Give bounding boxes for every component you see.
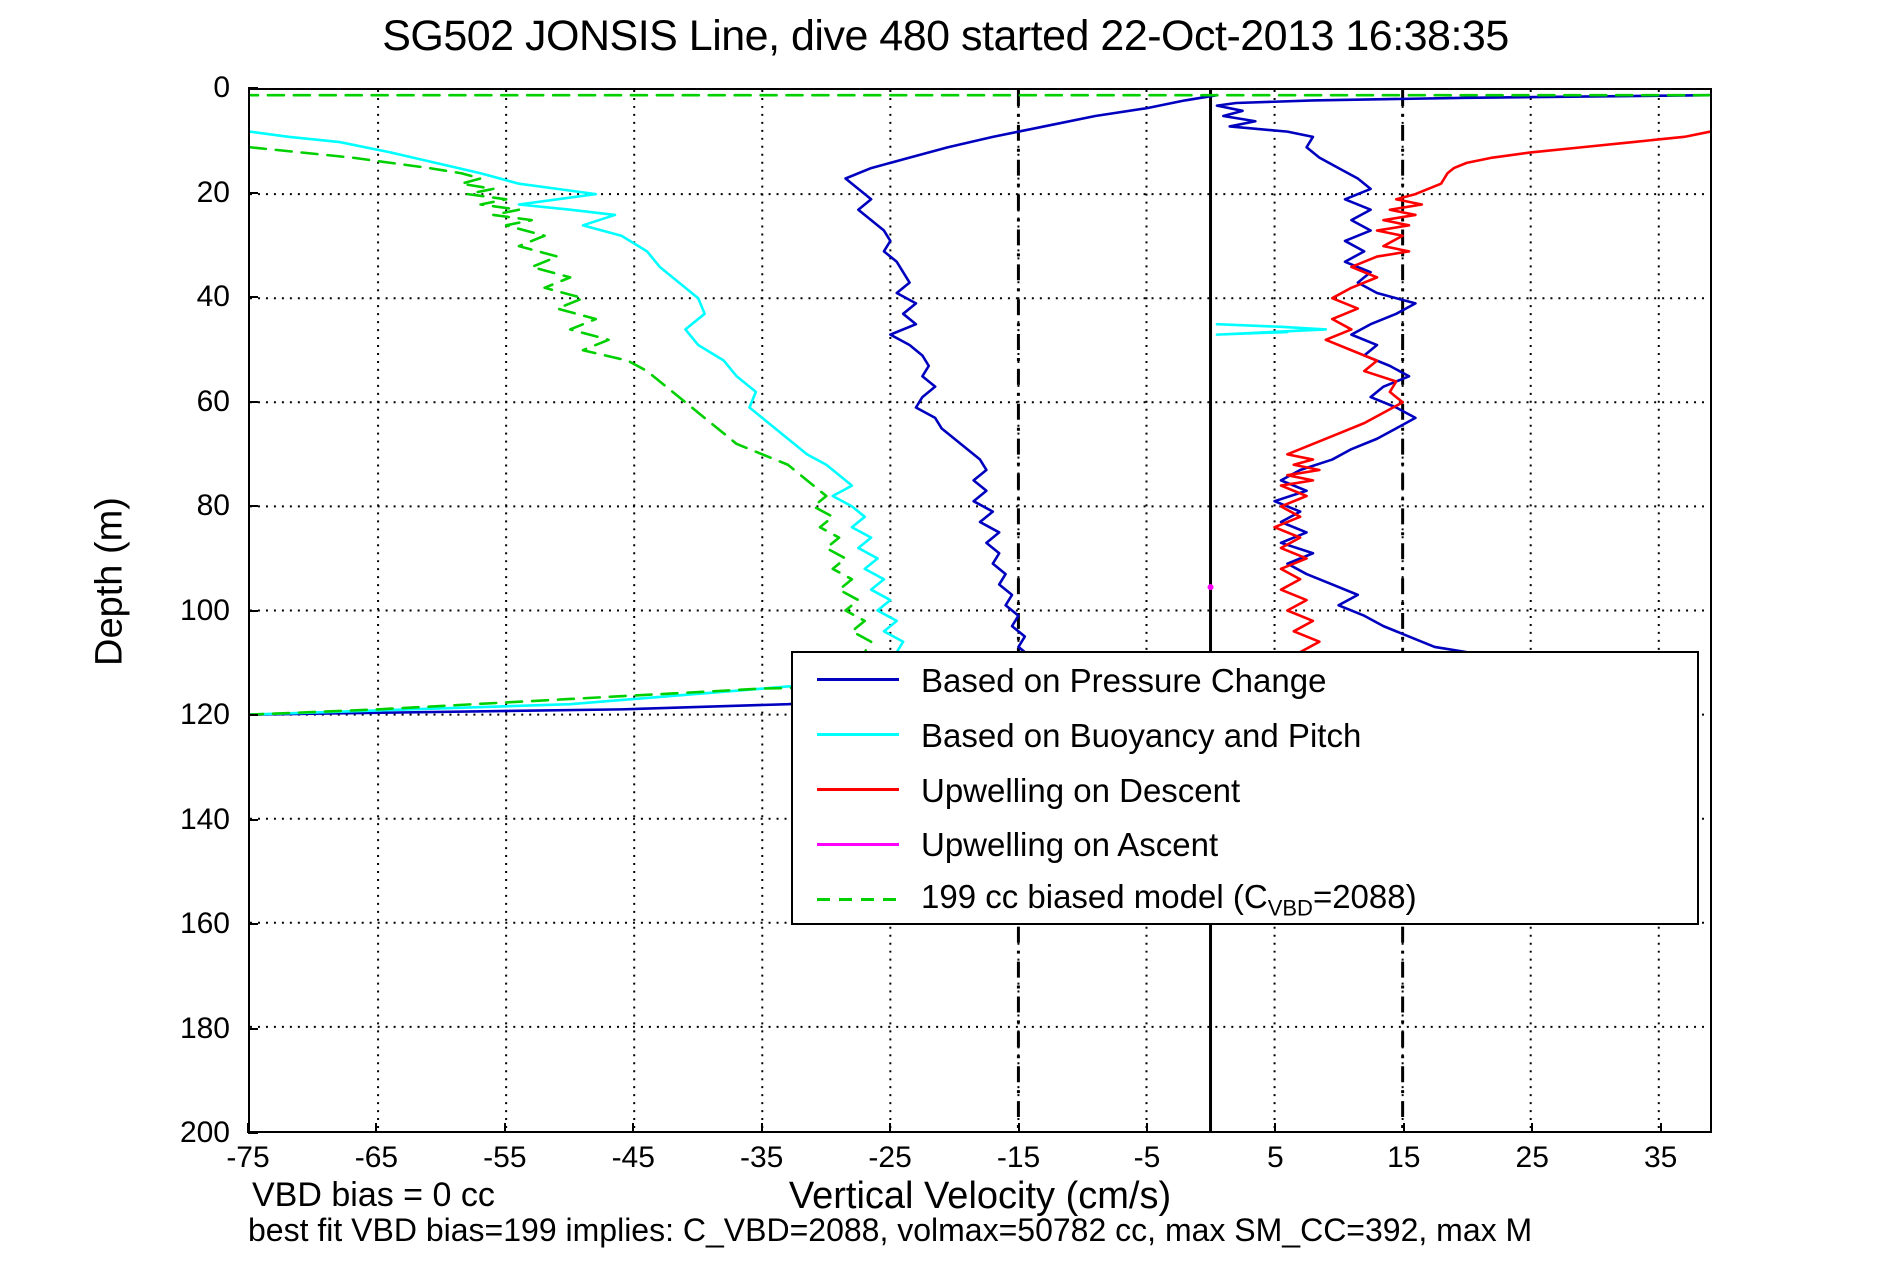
- y-tick-mark: [248, 818, 258, 821]
- x-tick-label: 15: [1387, 1141, 1421, 1174]
- y-tick-mark: [248, 505, 258, 507]
- x-tick-label: -45: [611, 1141, 655, 1174]
- gridlines: [250, 90, 1710, 1131]
- series-line: [250, 145, 1148, 716]
- y-tick-mark: [248, 714, 258, 716]
- x-tick-mark: [1145, 1123, 1148, 1133]
- x-tick-label: -55: [483, 1141, 527, 1174]
- y-tick-mark: [248, 400, 258, 403]
- x-tick-label: -75: [226, 1141, 270, 1174]
- y-tick-mark: [248, 296, 258, 298]
- x-tick-label: 5: [1267, 1141, 1284, 1174]
- y-tick-mark: [248, 87, 258, 89]
- legend-item[interactable]: Upwelling on Ascent: [793, 820, 1697, 870]
- legend-label: Based on Buoyancy and Pitch: [921, 716, 1362, 754]
- x-tick-label: 25: [1515, 1141, 1549, 1174]
- x-axis-label: Vertical Velocity (cm/s): [788, 1175, 1172, 1217]
- x-tick-mark: [1017, 1123, 1020, 1133]
- legend-label: 199 cc biased model (CVBD=2088): [921, 877, 1417, 921]
- y-tick-label: 40: [196, 280, 230, 313]
- x-tick-label: -65: [354, 1141, 399, 1174]
- x-tick-label: 35: [1643, 1141, 1678, 1174]
- legend-swatch-solid: [817, 788, 899, 792]
- reference-lines: [1016, 90, 1405, 1131]
- y-tick-mark: [248, 191, 258, 194]
- chart-legend: Based on Pressure Change Based on Buoyanc…: [791, 651, 1699, 925]
- y-tick-label: 20: [196, 175, 230, 209]
- x-tick-mark: [503, 1123, 506, 1133]
- x-tick-mark: [1274, 1123, 1277, 1133]
- legend-item[interactable]: 199 cc biased model (CVBD=2088): [793, 875, 1697, 925]
- legend-swatch-dashed: [817, 897, 899, 902]
- legend-label: Upwelling on Ascent: [921, 826, 1219, 864]
- legend-swatch-solid: [817, 733, 899, 737]
- y-tick-mark: [248, 609, 258, 612]
- y-tick-label: 100: [179, 593, 230, 627]
- vbd-bias-annotation: VBD bias = 0 cc: [252, 1176, 495, 1214]
- y-tick-label: 0: [213, 71, 230, 104]
- y-tick-label: 140: [179, 802, 230, 836]
- x-tick-mark: [1402, 1123, 1405, 1133]
- y-tick-label: 200: [179, 1116, 230, 1149]
- x-tick-label: -25: [868, 1141, 912, 1174]
- y-tick-mark: [248, 1027, 258, 1030]
- series-point: [1207, 584, 1214, 591]
- legend-label: Upwelling on Descent: [921, 771, 1241, 809]
- y-tick-label: 80: [196, 489, 230, 522]
- chart-svg: [250, 90, 1710, 1131]
- x-tick-mark: [760, 1123, 763, 1133]
- legend-label-subscript: VBD: [1267, 895, 1313, 921]
- legend-swatch-solid: [817, 842, 899, 847]
- plot-area: [248, 88, 1712, 1133]
- x-tick-label: -5: [1133, 1141, 1161, 1174]
- x-tick-mark: [1659, 1123, 1662, 1133]
- y-tick-label: 120: [179, 698, 230, 731]
- footnote-annotation: best fit VBD bias=199 implies: C_VBD=208…: [248, 1212, 1533, 1248]
- legend-item[interactable]: Based on Buoyancy and Pitch: [793, 710, 1697, 760]
- series-line: [1215, 322, 1328, 336]
- page-title: SG502 JONSIS Line, dive 480 started 22-O…: [382, 12, 1509, 60]
- legend-swatch-solid: [817, 678, 899, 682]
- x-tick-mark: [247, 1123, 249, 1133]
- x-tick-label: -35: [739, 1141, 784, 1174]
- plot-clip: [250, 90, 1710, 1131]
- x-tick-mark: [632, 1123, 635, 1133]
- y-tick-mark: [248, 923, 258, 925]
- y-axis-label: Depth (m): [88, 497, 131, 666]
- legend-label: Based on Pressure Change: [921, 661, 1327, 699]
- y-tick-label: 180: [179, 1011, 230, 1045]
- legend-item[interactable]: Based on Pressure Change: [793, 655, 1697, 705]
- y-tick-label: 160: [179, 907, 230, 940]
- y-tick-label: 60: [196, 384, 230, 418]
- series-line: [1273, 130, 1710, 716]
- legend-item[interactable]: Upwelling on Descent: [793, 765, 1697, 815]
- x-tick-mark: [1531, 1123, 1534, 1133]
- series-line: [250, 93, 1219, 716]
- series-line: [1215, 93, 1710, 716]
- x-tick-mark: [889, 1123, 892, 1133]
- series-layer: [250, 93, 1710, 716]
- y-tick-mark: [248, 1132, 258, 1134]
- x-tick-mark: [375, 1123, 378, 1133]
- x-tick-label: -15: [996, 1141, 1041, 1174]
